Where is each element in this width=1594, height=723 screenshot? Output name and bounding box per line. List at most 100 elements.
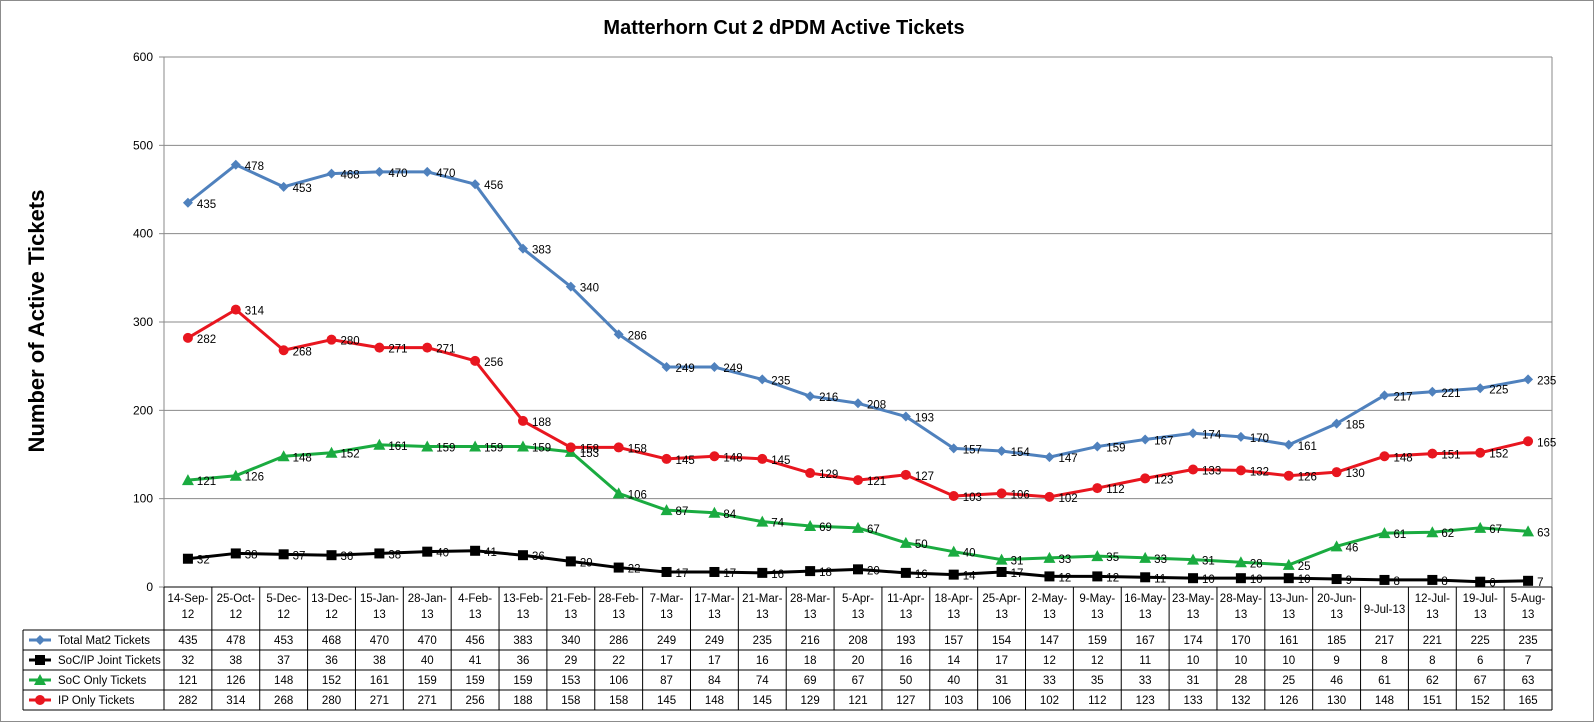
data-point [470,545,481,556]
table-cell: 41 [469,655,482,667]
data-point [709,566,720,577]
data-label: 38 [388,549,401,561]
data-label: 157 [963,444,982,456]
table-cell: 11 [1139,655,1151,667]
data-point [996,566,1007,577]
series-3: 282 314 268 280 271 271 256 188 158 158 145 148 145 1… [182,304,1556,505]
table-cell: 67 [1474,675,1487,687]
x-category-label: 21-Feb- [551,593,591,605]
table-cell: 151 [1423,695,1442,707]
x-category-label: 13-Dec- [311,593,352,605]
data-point [804,520,817,532]
data-label: 130 [1346,468,1365,480]
x-category-label: 12-Jul- [1415,593,1450,605]
table-cell: 152 [1471,695,1490,707]
data-label: 159 [532,443,551,455]
data-label: 67 [867,524,880,536]
table-cell: 478 [226,635,245,647]
table-cell: 38 [229,655,242,667]
data-point [565,556,576,567]
x-category-label: 7-Mar- [650,593,684,605]
table-cell: 67 [852,675,865,687]
table-cell: 16 [899,655,912,667]
x-category-label: 5-Aug- [1511,593,1546,605]
data-point [326,334,337,345]
data-label: 38 [245,549,258,561]
chart-title: Matterhorn Cut 2 dPDM Active Tickets [603,17,964,39]
table-cell: 9 [1333,655,1339,667]
table-cell: 152 [322,675,341,687]
x-category-label: 13 [995,609,1008,621]
data-point [470,179,481,190]
table-cell: 235 [1518,635,1537,647]
data-label: 16 [771,569,784,581]
table-cell: 29 [564,655,577,667]
data-label: 453 [293,183,312,195]
data-point [230,304,241,315]
data-label: 22 [628,564,641,576]
data-point [1523,374,1534,385]
table-cell: 148 [274,675,293,687]
data-label: 174 [1202,429,1222,441]
table-cell: 280 [322,695,341,707]
data-label: 40 [436,548,449,560]
data-label: 256 [484,357,503,369]
x-category-label: 13 [899,609,912,621]
table-cell: 249 [657,635,676,647]
table-cell: 36 [325,655,338,667]
x-category-label: 25-Oct- [217,593,256,605]
data-label: 221 [1441,388,1460,400]
data-label: 154 [1011,447,1031,459]
table-cell: 69 [804,675,817,687]
series-0: 435 478 453 468 470 470 456 383 340 286 249 249 235 2… [182,159,1556,465]
table-cell: 159 [466,675,485,687]
data-label: 36 [532,551,545,563]
data-point [517,550,528,561]
table-cell: 216 [801,635,820,647]
data-point [900,411,911,422]
table-cell: 145 [753,695,772,707]
table-cell: 159 [513,675,532,687]
x-category-label: 11-Apr- [887,593,925,605]
x-category-label: 15-Jan- [360,593,399,605]
table-cell: 14 [947,655,960,667]
legend-series-name: SoC Only Tickets [58,675,146,687]
data-label: 435 [197,199,216,211]
data-point [1474,521,1487,533]
legend-series-name: IP Only Tickets [58,695,135,707]
data-point [1283,573,1294,584]
data-point [613,329,624,340]
table-cell: 25 [1282,675,1295,687]
data-label: 271 [436,344,455,356]
data-label: 14 [963,571,976,583]
table-cell: 225 [1471,635,1490,647]
x-category-label: 4-Feb- [458,593,492,605]
data-point [278,181,289,192]
data-label: 249 [676,363,695,375]
x-category-label: 13-Feb- [503,593,543,605]
table-cell: 121 [178,675,197,687]
data-point [470,355,481,366]
data-label: 121 [867,476,886,488]
data-label: 41 [484,547,497,559]
data-point [373,438,386,450]
table-cell: 132 [1231,695,1250,707]
data-point [35,635,45,645]
table-cell: 129 [801,695,820,707]
table-cell: 8 [1429,655,1435,667]
table-cell: 468 [322,635,341,647]
table-cell: 102 [1040,695,1059,707]
data-point [757,374,768,385]
data-point [1139,551,1152,563]
table-cell: 153 [561,675,580,687]
table-cell: 159 [418,675,437,687]
data-point [565,442,576,453]
data-label: 158 [580,443,599,455]
data-label: 9 [1346,575,1352,587]
table-cell: 84 [708,675,721,687]
data-label: 103 [963,492,982,504]
data-label: 147 [1058,453,1077,465]
data-point [1235,573,1246,584]
data-label: 16 [915,569,928,581]
data-point [1283,439,1294,450]
